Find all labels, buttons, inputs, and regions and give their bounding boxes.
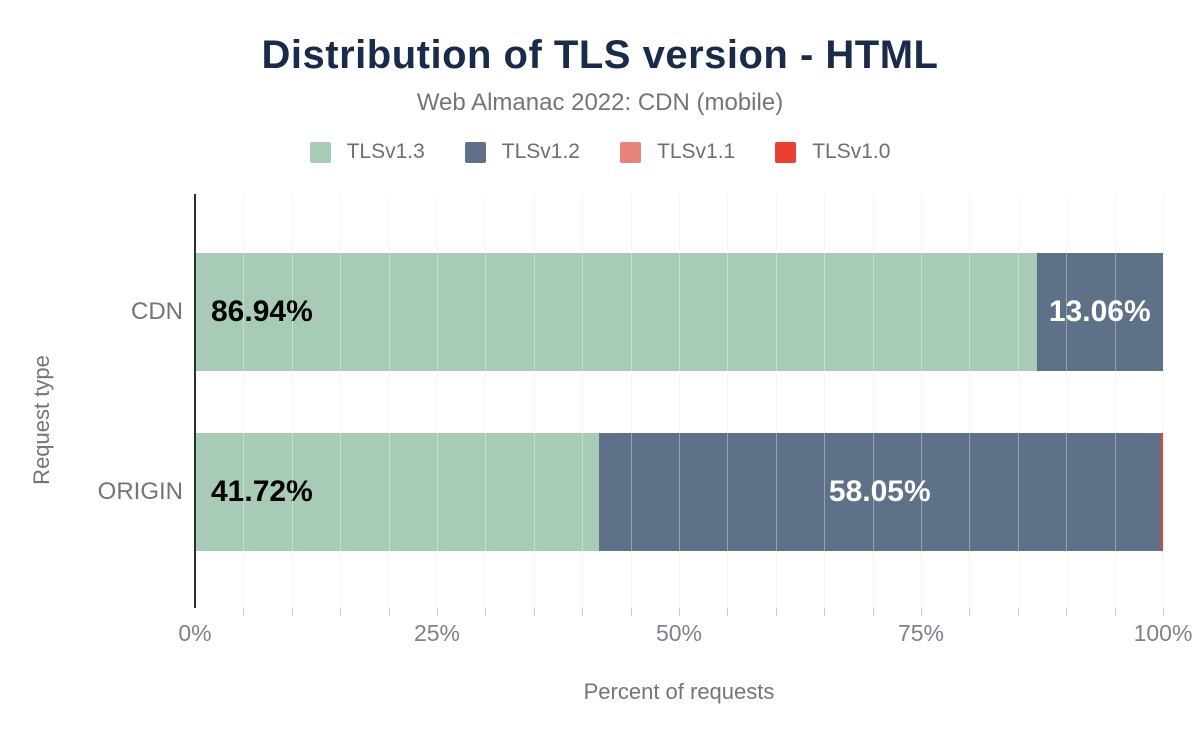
legend-swatch-icon bbox=[464, 141, 486, 163]
gridline-overlay bbox=[582, 194, 584, 608]
axis-tick bbox=[291, 608, 293, 616]
category-label-origin: ORIGIN bbox=[97, 478, 183, 505]
bar-segment-cdn-tlsv1.3[interactable]: 86.94% bbox=[195, 253, 1037, 371]
gridline-overlay bbox=[388, 194, 390, 608]
x-tick-label-25: 25% bbox=[413, 620, 461, 646]
axis-tick bbox=[533, 608, 535, 616]
gridline bbox=[291, 194, 293, 608]
gridline-overlay bbox=[340, 194, 342, 608]
legend-item-tlsv1.0[interactable]: TLSv1.0 bbox=[775, 140, 890, 164]
category-label-cdn: CDN bbox=[131, 298, 183, 325]
gridline bbox=[1163, 194, 1164, 608]
y-axis-title: Request type bbox=[29, 355, 54, 485]
gridline-overlay bbox=[1114, 194, 1116, 608]
axis-tick bbox=[872, 608, 874, 616]
axis-tick bbox=[1017, 608, 1019, 616]
legend-item-tlsv1.2[interactable]: TLSv1.2 bbox=[464, 140, 580, 164]
x-axis-title: Percent of requests bbox=[583, 679, 775, 704]
axis-tick bbox=[921, 608, 922, 616]
bar-segment-origin-tlsv1.2[interactable]: 58.05% bbox=[598, 433, 1161, 551]
gridline-overlay bbox=[727, 194, 729, 608]
gridline-overlay bbox=[243, 194, 245, 608]
bar-segment-origin-tlsv1.3[interactable]: 41.72% bbox=[195, 433, 599, 551]
axis-tick bbox=[630, 608, 632, 616]
axis-tick bbox=[775, 608, 777, 616]
axis-tick bbox=[1114, 608, 1116, 616]
gridline bbox=[775, 194, 777, 608]
axis-tick bbox=[582, 608, 584, 616]
bar-value-label: 58.05% bbox=[828, 475, 931, 508]
legend-swatch-icon bbox=[309, 141, 331, 163]
gridline bbox=[679, 194, 680, 608]
legend-swatch-icon bbox=[620, 141, 641, 163]
bar-value-label: 13.06% bbox=[1048, 295, 1151, 328]
gridline bbox=[1066, 194, 1068, 608]
bar-row-cdn: 86.94% 13.06% bbox=[195, 253, 1163, 371]
gridline-overlay bbox=[1017, 194, 1019, 608]
gridline-overlay bbox=[679, 194, 680, 608]
axis-tick bbox=[1066, 608, 1068, 616]
gridline bbox=[727, 194, 729, 608]
x-tick-label-75: 75% bbox=[897, 620, 945, 646]
legend-label: TLSv1.2 bbox=[501, 140, 580, 163]
chart-subtitle: Web Almanac 2022: CDN (mobile) bbox=[416, 89, 784, 116]
legend-item-tlsv1.3[interactable]: TLSv1.3 bbox=[309, 140, 425, 164]
chart-title: Distribution of TLS version - HTML bbox=[261, 33, 939, 77]
bar-value-label: 41.72% bbox=[211, 475, 313, 508]
gridline-overlay bbox=[485, 194, 487, 608]
gridline-overlay bbox=[291, 194, 293, 608]
gridline-overlay bbox=[1163, 194, 1164, 608]
axis-tick bbox=[824, 608, 826, 616]
gridline-overlay bbox=[775, 194, 777, 608]
gridline-overlay bbox=[533, 194, 535, 608]
axis-tick bbox=[969, 608, 971, 616]
axis-tick bbox=[340, 608, 342, 616]
axis-tick bbox=[485, 608, 487, 616]
x-tick-label-0: 0% bbox=[178, 620, 212, 646]
legend-label: TLSv1.0 bbox=[812, 140, 891, 163]
gridline bbox=[872, 194, 874, 608]
x-tick-label-100: 100% bbox=[1133, 620, 1193, 646]
legend-label: TLSv1.3 bbox=[346, 140, 425, 163]
gridline bbox=[630, 194, 632, 608]
legend-item-tlsv1.1[interactable]: TLSv1.1 bbox=[620, 140, 735, 164]
gridline-overlay bbox=[1066, 194, 1068, 608]
axis-tick bbox=[679, 608, 680, 616]
gridline bbox=[437, 194, 438, 608]
plot-area: 86.94% 13.06% 41.72% 58.05% bbox=[194, 194, 1164, 616]
bar-segment-cdn-tlsv1.2[interactable]: 13.06% bbox=[1036, 253, 1163, 371]
axis-tick bbox=[727, 608, 729, 616]
gridline bbox=[533, 194, 535, 608]
gridline bbox=[1114, 194, 1116, 608]
gridline bbox=[582, 194, 584, 608]
gridline bbox=[243, 194, 245, 608]
bar-segment-origin-tlsv1.0[interactable] bbox=[1161, 433, 1163, 551]
gridline bbox=[969, 194, 971, 608]
bar-row-origin: 41.72% 58.05% bbox=[195, 433, 1163, 551]
gridline-overlay bbox=[824, 194, 826, 608]
x-tick-label-50: 50% bbox=[655, 620, 703, 646]
axis-tick bbox=[388, 608, 390, 616]
gridline bbox=[388, 194, 390, 608]
legend-swatch-icon bbox=[775, 141, 797, 163]
gridline bbox=[921, 194, 922, 608]
legend: TLSv1.3 TLSv1.2 TLSv1.1 TLSv1.0 bbox=[0, 140, 1200, 164]
gridline-overlay bbox=[921, 194, 922, 608]
axis-tick bbox=[243, 608, 245, 616]
axis-tick bbox=[1163, 608, 1164, 616]
gridline-overlay bbox=[437, 194, 438, 608]
gridline-overlay bbox=[969, 194, 971, 608]
gridline bbox=[340, 194, 342, 608]
gridline bbox=[1017, 194, 1019, 608]
y-axis-line bbox=[194, 194, 196, 608]
bar-value-label: 86.94% bbox=[211, 295, 313, 328]
legend-label: TLSv1.1 bbox=[657, 140, 736, 163]
gridline-overlay bbox=[630, 194, 632, 608]
axis-tick bbox=[437, 608, 438, 616]
gridline bbox=[824, 194, 826, 608]
gridline-overlay bbox=[872, 194, 874, 608]
gridline bbox=[485, 194, 487, 608]
